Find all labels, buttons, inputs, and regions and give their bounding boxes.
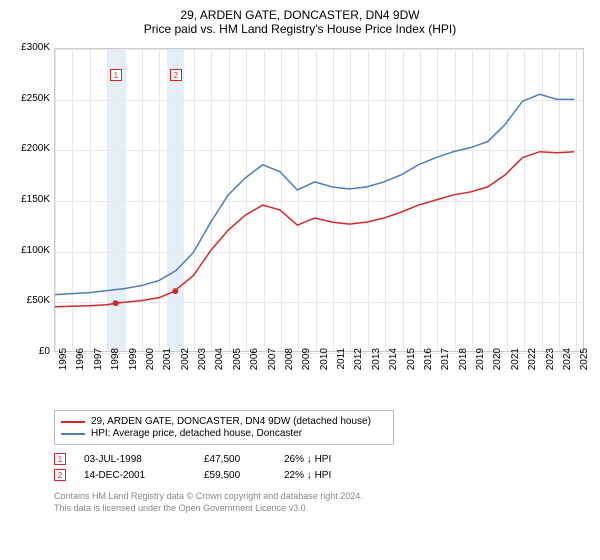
y-axis-label: £100K <box>6 245 50 256</box>
x-axis-label: 2000 <box>145 348 159 398</box>
legend-swatch <box>61 421 85 423</box>
transaction-date: 14-DEC-2001 <box>84 470 204 481</box>
x-axis-label: 2001 <box>162 348 176 398</box>
transaction-table: 1 03-JUL-1998£47,50026% ↓ HPI 2 14-DEC-2001… <box>54 453 590 481</box>
legend-row: 29, ARDEN GATE, DONCASTER, DN4 9DW (deta… <box>61 416 387 427</box>
y-axis-label: £300K <box>6 42 50 53</box>
x-axis-label: 1998 <box>110 348 124 398</box>
x-axis-label: 2023 <box>545 348 559 398</box>
transaction-dot <box>172 288 178 294</box>
chart-subtitle: Price paid vs. HM Land Registry's House … <box>10 22 590 36</box>
x-axis-label: 2014 <box>388 348 402 398</box>
transaction-marker: 1 <box>110 69 122 81</box>
x-axis-label: 2015 <box>406 348 420 398</box>
plot-area: 12 <box>54 48 584 352</box>
transaction-row-marker: 2 <box>54 469 66 481</box>
transaction-marker: 2 <box>170 69 182 81</box>
transaction-dot <box>113 300 119 306</box>
legend-label: HPI: Average price, detached house, Donc… <box>91 428 302 439</box>
x-axis-label: 1996 <box>75 348 89 398</box>
x-axis-label: 2006 <box>249 348 263 398</box>
y-axis-label: £250K <box>6 93 50 104</box>
x-axis-label: 2003 <box>197 348 211 398</box>
chart-title: 29, ARDEN GATE, DONCASTER, DN4 9DW <box>10 8 590 22</box>
x-axis-label: 2016 <box>423 348 437 398</box>
legend-row: HPI: Average price, detached house, Donc… <box>61 428 387 439</box>
legend-swatch <box>61 433 85 435</box>
x-axis-label: 2022 <box>527 348 541 398</box>
legend-label: 29, ARDEN GATE, DONCASTER, DN4 9DW (deta… <box>91 416 371 427</box>
transaction-row: 1 03-JUL-1998£47,50026% ↓ HPI <box>54 453 590 465</box>
x-axis-label: 2011 <box>336 348 350 398</box>
x-axis-label: 2018 <box>458 348 472 398</box>
x-axis-label: 2017 <box>440 348 454 398</box>
x-axis-label: 2007 <box>267 348 281 398</box>
x-axis-label: 2019 <box>475 348 489 398</box>
y-axis-label: £50K <box>6 295 50 306</box>
footnote-line: This data is licensed under the Open Gov… <box>54 503 590 515</box>
legend: 29, ARDEN GATE, DONCASTER, DN4 9DW (deta… <box>54 410 394 445</box>
series-property <box>55 152 574 307</box>
x-axis-label: 2008 <box>284 348 298 398</box>
x-axis-label: 1995 <box>58 348 72 398</box>
chart-wrap: 12 £0£50K£100K£150K£200K£250K£300K199519… <box>10 44 590 404</box>
y-axis-label: £200K <box>6 143 50 154</box>
footnote-line: Contains HM Land Registry data © Crown c… <box>54 491 590 503</box>
lines-svg <box>55 49 583 351</box>
series-hpi <box>55 94 574 294</box>
x-axis-label: 2004 <box>214 348 228 398</box>
x-axis-label: 2009 <box>301 348 315 398</box>
transaction-diff: 26% ↓ HPI <box>284 454 364 465</box>
x-axis-label: 1999 <box>128 348 142 398</box>
x-axis-label: 2010 <box>319 348 333 398</box>
x-axis-label: 2012 <box>353 348 367 398</box>
x-axis-label: 1997 <box>93 348 107 398</box>
chart-container: 29, ARDEN GATE, DONCASTER, DN4 9DW Price… <box>0 0 600 560</box>
x-axis-label: 2021 <box>510 348 524 398</box>
x-axis-label: 2025 <box>579 348 593 398</box>
transaction-price: £59,500 <box>204 470 284 481</box>
transaction-price: £47,500 <box>204 454 284 465</box>
y-axis-label: £150K <box>6 194 50 205</box>
footnote: Contains HM Land Registry data © Crown c… <box>54 491 590 514</box>
transaction-row-marker: 1 <box>54 453 66 465</box>
x-axis-label: 2002 <box>180 348 194 398</box>
x-axis-label: 2005 <box>232 348 246 398</box>
transaction-row: 2 14-DEC-2001£59,50022% ↓ HPI <box>54 469 590 481</box>
y-axis-label: £0 <box>6 346 50 357</box>
x-axis-label: 2013 <box>371 348 385 398</box>
x-axis-label: 2020 <box>492 348 506 398</box>
x-axis-label: 2024 <box>562 348 576 398</box>
transaction-diff: 22% ↓ HPI <box>284 470 364 481</box>
transaction-date: 03-JUL-1998 <box>84 454 204 465</box>
